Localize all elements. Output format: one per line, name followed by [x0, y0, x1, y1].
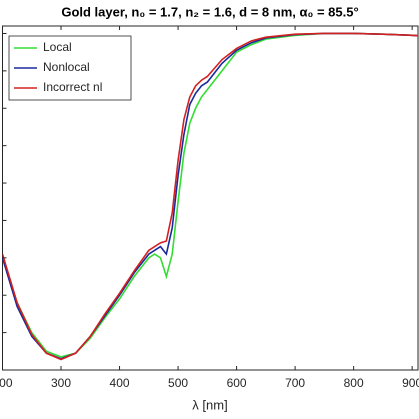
chart-title: Gold layer, n₀ = 1.7, n₂ = 1.6, d = 8 nm… — [61, 4, 358, 19]
legend-label: Nonlocal — [43, 60, 90, 74]
x-tick-label: 200 — [0, 376, 13, 390]
x-tick-label: 900 — [402, 376, 419, 390]
data-line — [2, 32, 419, 361]
plot-area — [2, 32, 419, 361]
x-tick-label: 500 — [168, 376, 188, 390]
x-tick-label: 800 — [344, 376, 364, 390]
x-axis-label: λ [nm] — [192, 397, 227, 412]
x-tick-label: 700 — [285, 376, 305, 390]
x-tick-label: 300 — [51, 376, 71, 390]
legend-label: Incorrect nl — [43, 80, 102, 94]
legend-label: Local — [43, 40, 72, 54]
x-tick-label: 600 — [227, 376, 247, 390]
x-tick-label: 400 — [110, 376, 130, 390]
